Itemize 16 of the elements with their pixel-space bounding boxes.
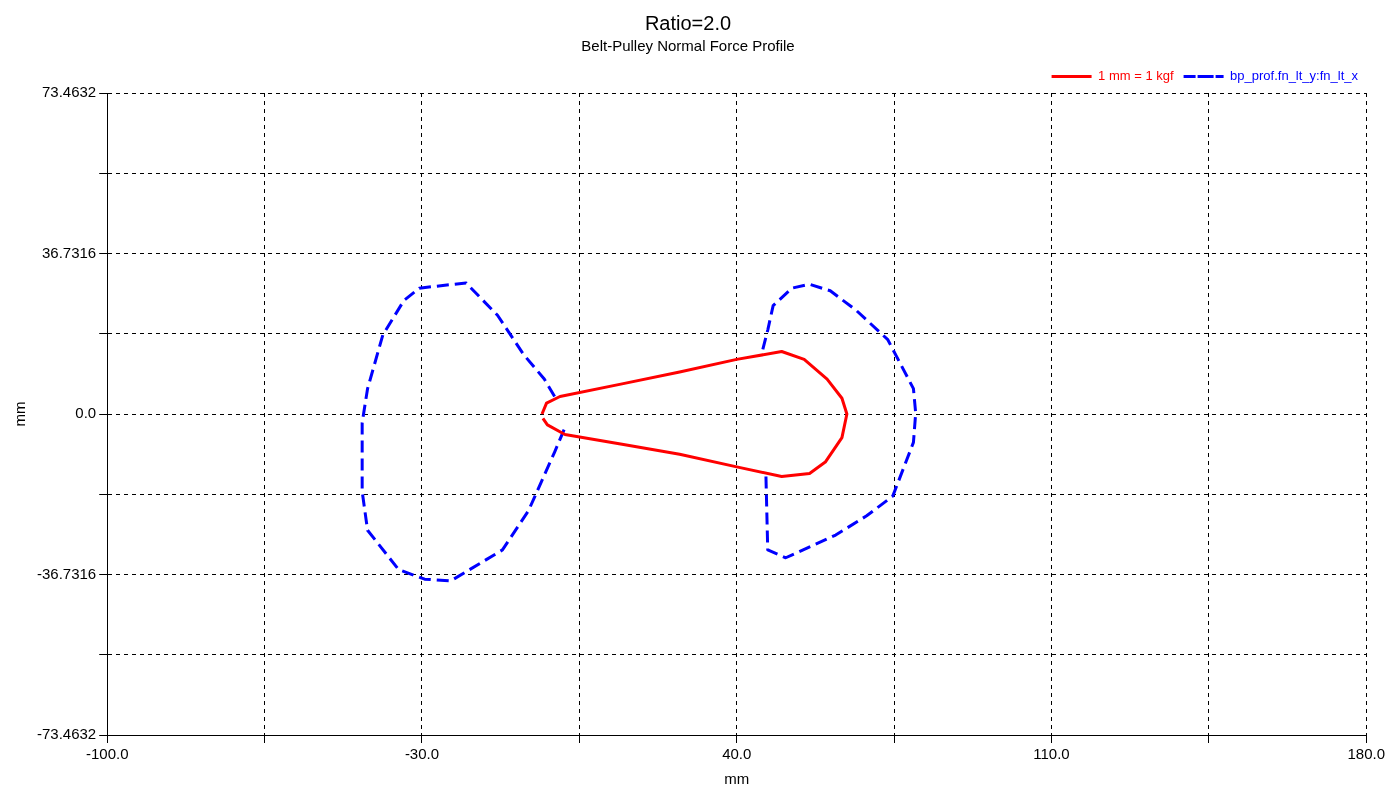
x-tick-label: -100.0 [85, 745, 129, 763]
y-tick-label: 36.7316 [41, 243, 97, 261]
y-tick-label: -36.7316 [37, 564, 97, 582]
y-axis-title: mm [11, 401, 29, 427]
y-tick-label: 0.0 [75, 404, 97, 422]
legend-label: 1 mm = 1 kgf [1098, 68, 1174, 84]
x-tick-label: 110.0 [1033, 745, 1070, 763]
y-tick-label: 73.4632 [41, 83, 97, 101]
y-tick-label: -73.4632 [37, 725, 97, 743]
chart-subtitle: Belt-Pulley Normal Force Profile [581, 37, 795, 55]
legend-label: bp_prof.fn_lt_y:fn_lt_x [1230, 68, 1359, 84]
x-tick-label: 40.0 [722, 745, 752, 763]
chart-title: Ratio=2.0 [644, 11, 732, 34]
x-tick-label: -30.0 [404, 745, 440, 763]
x-axis-title: mm [724, 770, 750, 788]
x-tick-label: 180.0 [1347, 745, 1386, 763]
